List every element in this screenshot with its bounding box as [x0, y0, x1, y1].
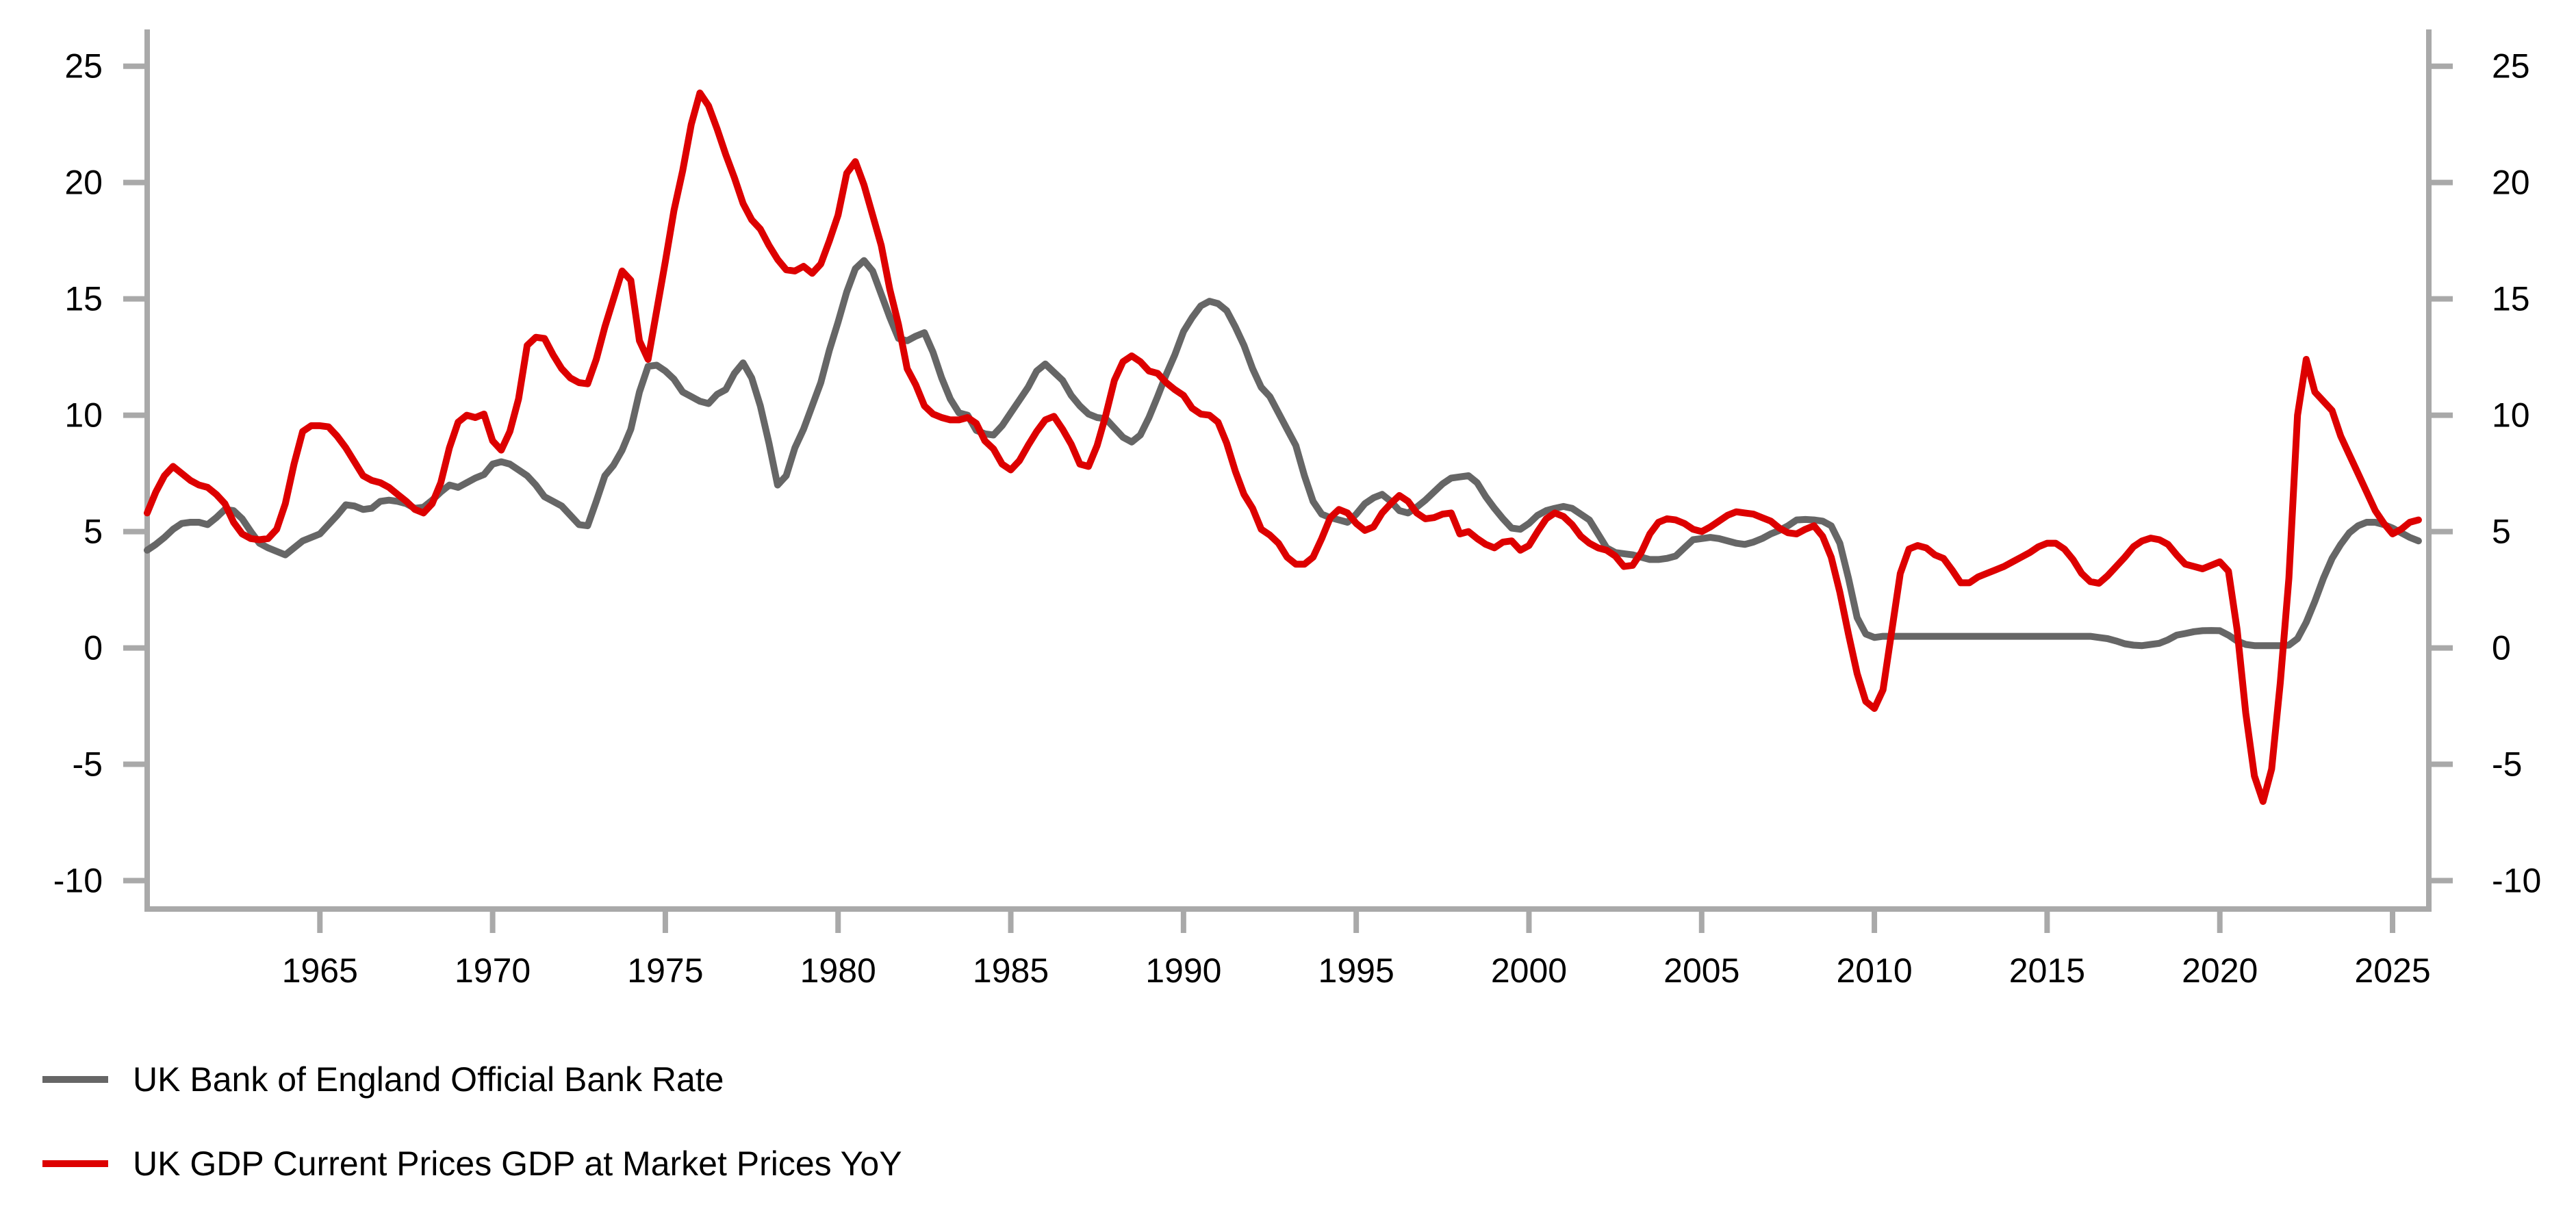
svg-text:2020: 2020: [2182, 951, 2258, 990]
svg-text:0: 0: [2492, 629, 2511, 667]
svg-text:20: 20: [64, 164, 103, 202]
legend-item-gdp-yoy: UK GDP Current Prices GDP at Market Pric…: [42, 1138, 902, 1189]
svg-text:2010: 2010: [1836, 951, 1912, 990]
svg-text:2000: 2000: [1491, 951, 1567, 990]
legend: UK Bank of England Official Bank Rate UK…: [42, 1054, 902, 1223]
svg-text:-10: -10: [2492, 862, 2541, 900]
svg-text:25: 25: [2492, 47, 2530, 86]
svg-text:5: 5: [2492, 513, 2511, 551]
svg-text:0: 0: [84, 629, 103, 667]
svg-text:-5: -5: [73, 745, 103, 784]
axis-ticks: [123, 63, 2453, 933]
svg-text:25: 25: [64, 47, 103, 86]
svg-text:2015: 2015: [2009, 951, 2085, 990]
svg-text:5: 5: [84, 513, 103, 551]
legend-item-bank-rate: UK Bank of England Official Bank Rate: [42, 1054, 902, 1105]
svg-text:15: 15: [64, 280, 103, 318]
svg-text:1980: 1980: [800, 951, 876, 990]
svg-text:1970: 1970: [455, 951, 531, 990]
svg-text:2025: 2025: [2354, 951, 2430, 990]
series-bank-rate-line: [144, 257, 2422, 650]
svg-text:1995: 1995: [1318, 951, 1394, 990]
svg-text:1975: 1975: [627, 951, 703, 990]
svg-text:20: 20: [2492, 164, 2530, 202]
legend-swatch-gdp-yoy-icon: [42, 1160, 108, 1167]
svg-text:1965: 1965: [282, 951, 358, 990]
svg-text:1985: 1985: [973, 951, 1049, 990]
svg-text:15: 15: [2492, 280, 2530, 318]
svg-text:-10: -10: [53, 862, 103, 900]
svg-text:2005: 2005: [1663, 951, 1739, 990]
svg-text:-5: -5: [2492, 745, 2522, 784]
legend-swatch-bank-rate-icon: [42, 1076, 108, 1083]
svg-text:10: 10: [2492, 396, 2530, 435]
svg-text:1990: 1990: [1145, 951, 1221, 990]
legend-label-bank-rate: UK Bank of England Official Bank Rate: [133, 1060, 724, 1099]
legend-label-gdp-yoy: UK GDP Current Prices GDP at Market Pric…: [133, 1144, 902, 1183]
svg-text:10: 10: [64, 396, 103, 435]
series-gdp-yoy-line: [144, 89, 2422, 805]
